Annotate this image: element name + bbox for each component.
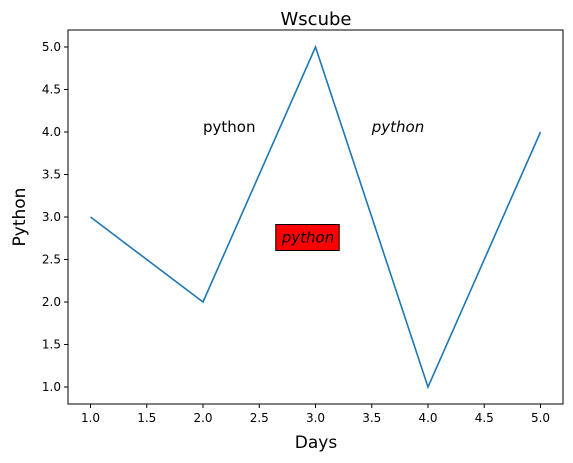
y-tick-label: 2.5 bbox=[42, 253, 61, 267]
x-tick-label: 2.5 bbox=[250, 411, 269, 425]
y-tick-label: 1.5 bbox=[42, 338, 61, 352]
y-tick-label: 2.0 bbox=[42, 295, 61, 309]
y-tick-label: 5.0 bbox=[42, 40, 61, 54]
annotation: python bbox=[203, 118, 255, 136]
annotation-box bbox=[275, 224, 340, 251]
x-tick-label: 4.0 bbox=[418, 411, 437, 425]
y-tick-label: 4.5 bbox=[42, 83, 61, 97]
y-axis-ticks: 1.0 1.5 2.0 2.5 3.0 3.5 4.0 4.5 5.0 bbox=[42, 40, 68, 394]
x-tick-label: 1.5 bbox=[137, 411, 156, 425]
x-tick-label: 1.0 bbox=[81, 411, 100, 425]
chart-title: Wscube bbox=[281, 9, 352, 30]
x-axis-ticks: 1.0 1.5 2.0 2.5 3.0 3.5 4.0 4.5 5.0 bbox=[81, 404, 550, 425]
annotations: python python python bbox=[203, 118, 424, 251]
y-tick-label: 4.0 bbox=[42, 125, 61, 139]
boxed-annotation: python bbox=[281, 229, 334, 247]
series-line bbox=[90, 44, 542, 390]
y-axis-label: Python bbox=[10, 188, 30, 247]
x-tick-label: 4.5 bbox=[475, 411, 494, 425]
x-tick-label: 3.5 bbox=[362, 411, 381, 425]
y-tick-label: 3.0 bbox=[42, 210, 61, 224]
y-tick-label: 3.5 bbox=[42, 168, 61, 182]
y-tick-label: 1.0 bbox=[42, 380, 61, 394]
annotation: python bbox=[371, 118, 424, 136]
x-axis-label: Days bbox=[295, 433, 338, 453]
x-tick-label: 2.0 bbox=[193, 411, 212, 425]
x-tick-label: 5.0 bbox=[531, 411, 550, 425]
plot-area-frame bbox=[67, 29, 564, 405]
x-tick-label: 3.0 bbox=[306, 411, 325, 425]
